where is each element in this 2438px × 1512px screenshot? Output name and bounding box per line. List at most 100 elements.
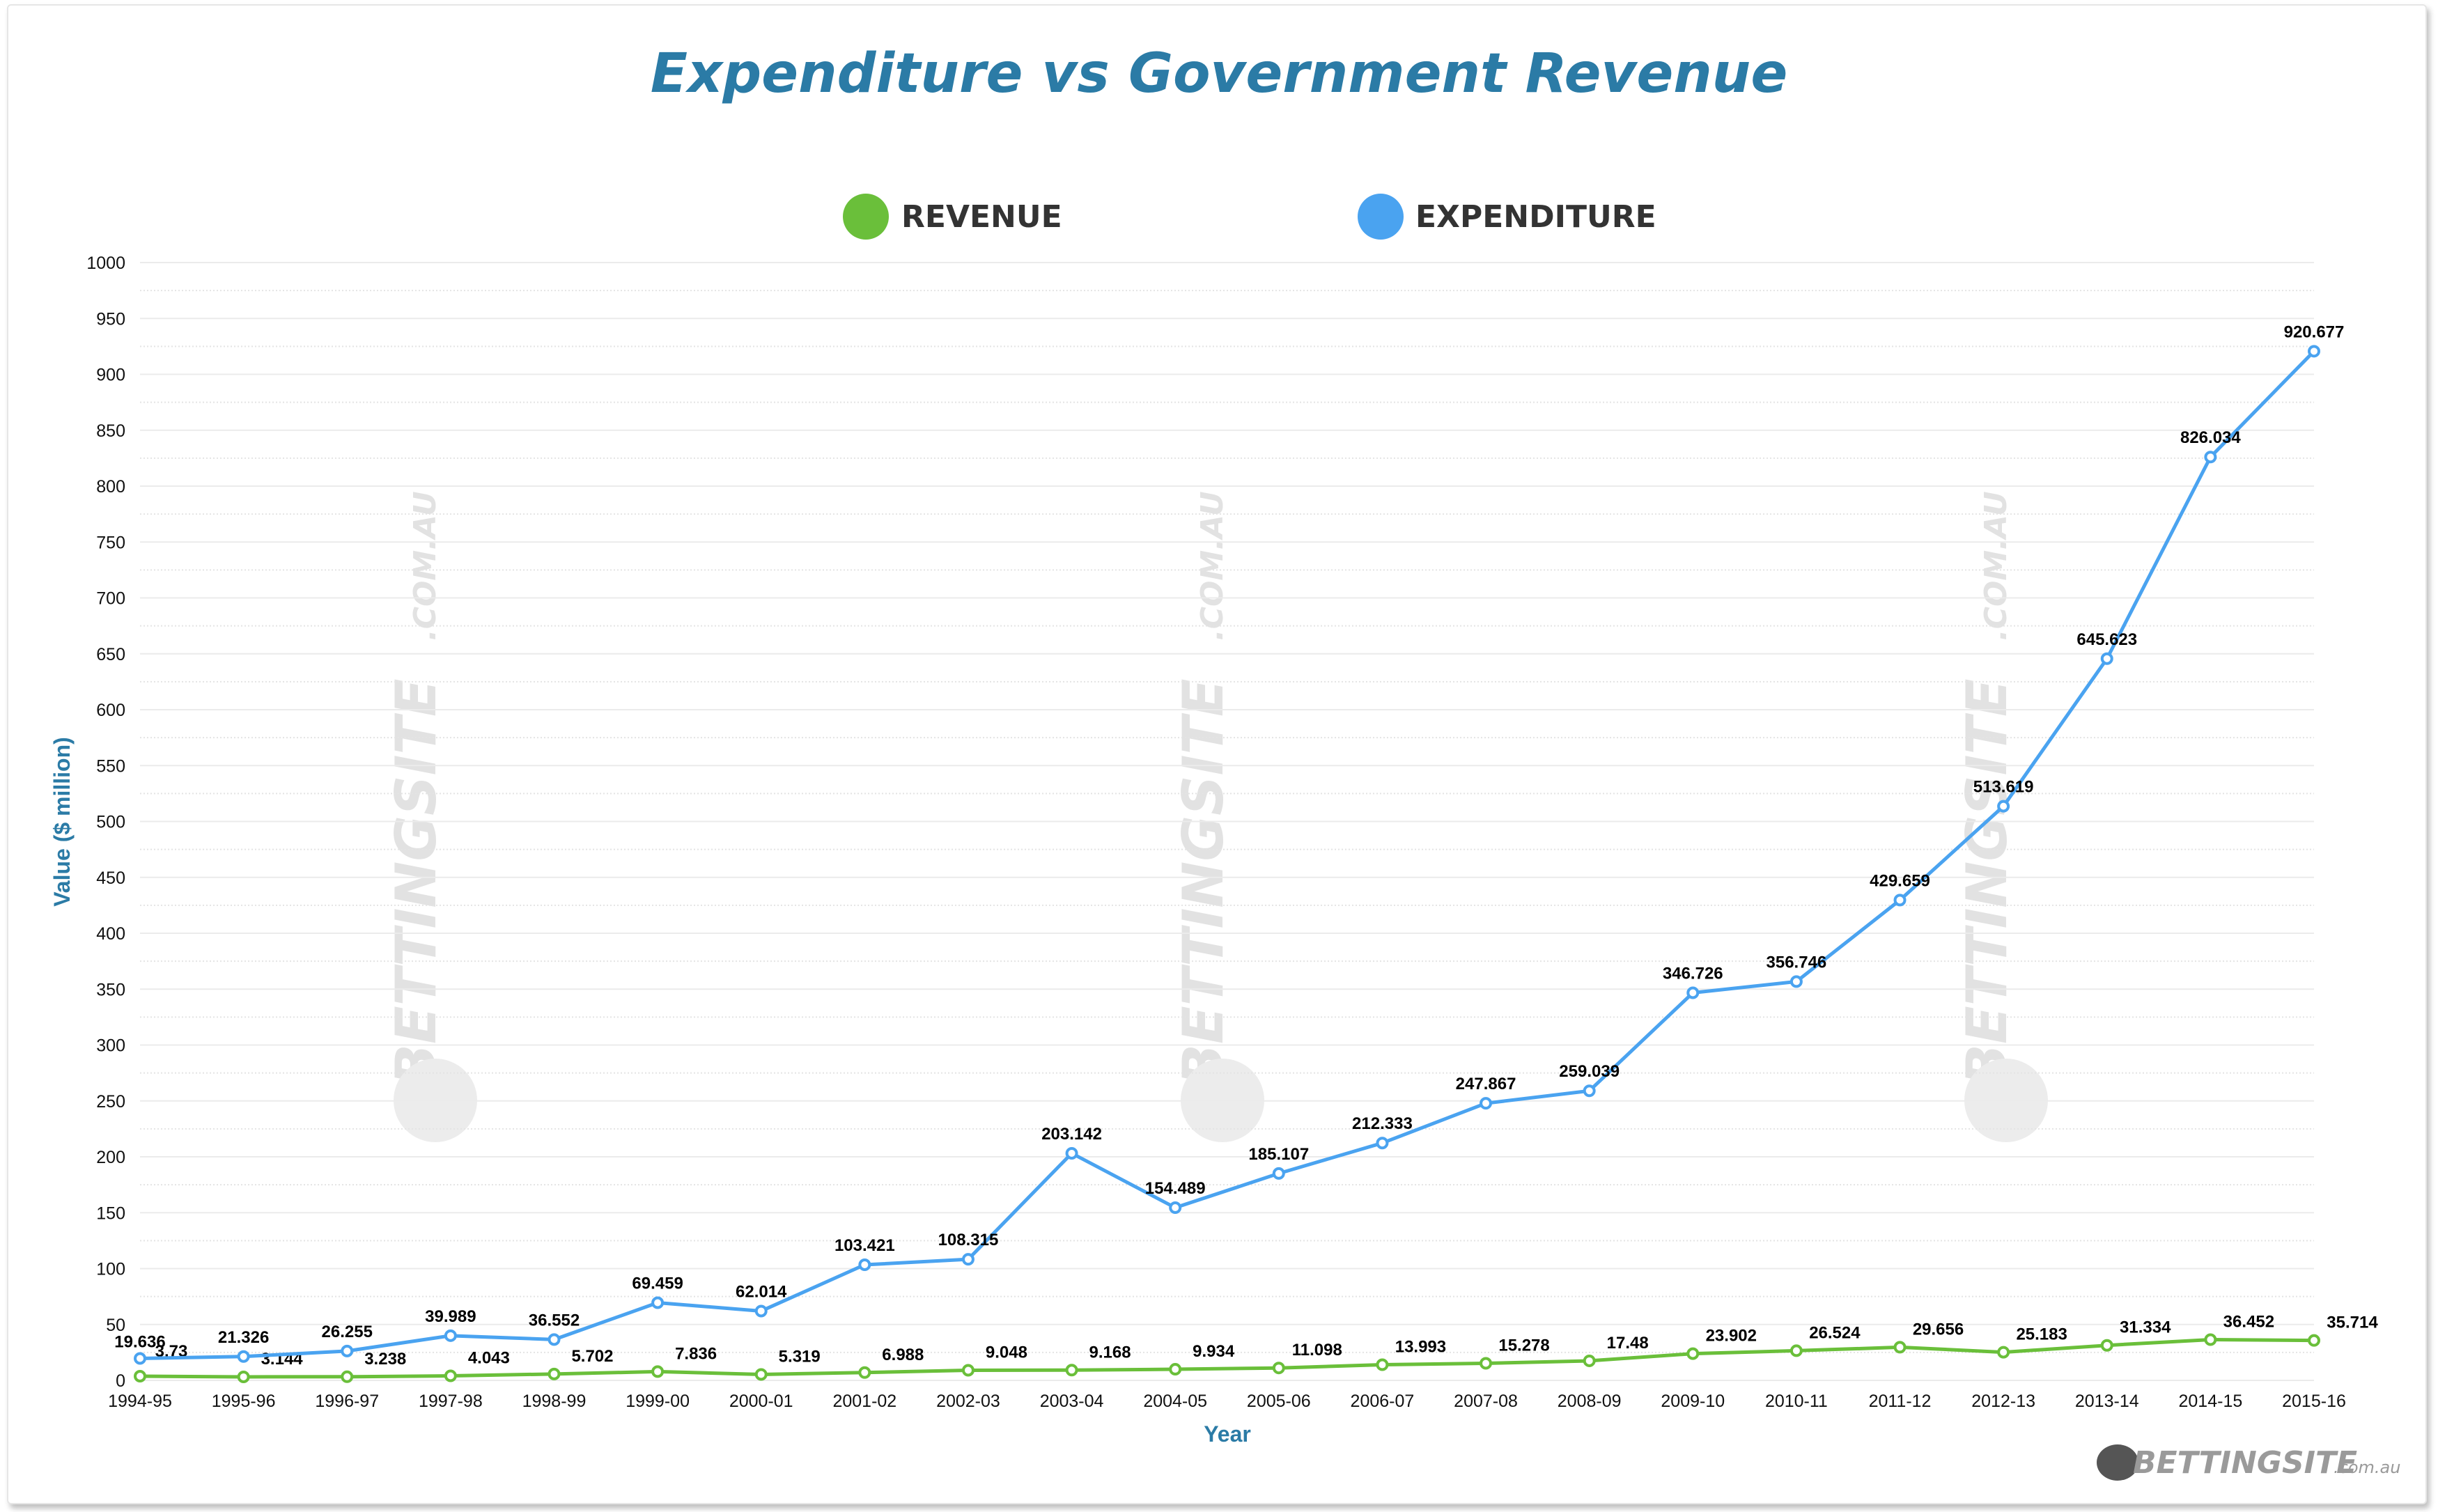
x-tick-label: 2009-10 xyxy=(1661,1392,1725,1411)
data-label-revenue: 5.702 xyxy=(571,1347,613,1366)
watermark-suffix: .COM.AU xyxy=(1978,491,2014,641)
x-tick-label: 1995-96 xyxy=(212,1392,276,1411)
x-tick-label: 2006-07 xyxy=(1351,1392,1415,1411)
x-tick-label: 2012-13 xyxy=(1971,1392,2035,1411)
data-label-expenditure: 826.034 xyxy=(2180,428,2241,447)
svg-text:.com.au: .com.au xyxy=(2334,1458,2400,1477)
y-tick-label: 750 xyxy=(96,533,125,552)
x-tick-label: 2007-08 xyxy=(1454,1392,1518,1411)
data-point-revenue xyxy=(1686,1347,1700,1360)
watermark: BETTINGSITE .COM.AU xyxy=(1955,491,2019,1086)
legend-item-revenue[interactable]: REVENUE xyxy=(843,194,1062,240)
x-tick-label: 2001-02 xyxy=(832,1392,896,1411)
watermark-suffix: .COM.AU xyxy=(1195,491,1230,641)
data-label-revenue: 13.993 xyxy=(1395,1338,1446,1357)
data-label-revenue: 11.098 xyxy=(1292,1341,1342,1359)
x-tick-label: 1996-97 xyxy=(315,1392,379,1411)
data-label-expenditure: 21.326 xyxy=(218,1328,269,1347)
data-point-revenue xyxy=(1169,1363,1182,1376)
data-label-expenditure: 645.623 xyxy=(2076,630,2137,649)
data-point-expenditure xyxy=(444,1329,457,1342)
data-point-revenue xyxy=(651,1365,665,1378)
x-axis-ticks: 1994-95 1995-96 1996-97 1997-98 1998-99 1999-… xyxy=(108,1392,2346,1411)
data-point-revenue xyxy=(341,1370,354,1383)
data-label-revenue: 36.452 xyxy=(2223,1312,2274,1331)
data-point-expenditure xyxy=(237,1350,250,1363)
legend: REVENUE EXPENDITURE xyxy=(843,194,1656,240)
bettingsite-logo: BETTINGSITE .com.au xyxy=(2097,1444,2400,1481)
x-tick-label: 2003-04 xyxy=(1040,1392,1104,1411)
data-label-revenue: 5.319 xyxy=(779,1347,821,1366)
data-point-expenditure xyxy=(1480,1097,1493,1110)
watermarks: BETTINGSITE.COM.AUBETTINGSITE.COM.AUBETT… xyxy=(384,491,2048,1142)
data-label-revenue: 6.988 xyxy=(882,1346,924,1364)
data-point-expenditure xyxy=(2204,451,2217,464)
x-tick-label: 1994-95 xyxy=(108,1392,172,1411)
x-tick-label: 2008-09 xyxy=(1558,1392,1622,1411)
y-tick-label: 50 xyxy=(106,1316,125,1335)
data-point-expenditure xyxy=(1893,894,1907,907)
data-point-revenue xyxy=(1893,1341,1907,1354)
y-tick-label: 100 xyxy=(96,1260,125,1279)
series-expenditure: 19.636 21.326 26.255 39.989 36.552 69.459 62.0… xyxy=(114,322,2344,1365)
data-point-expenditure xyxy=(651,1296,665,1309)
data-point-expenditure xyxy=(1686,986,1700,999)
data-point-expenditure xyxy=(134,1352,146,1365)
data-point-revenue xyxy=(2100,1339,2113,1352)
data-point-revenue xyxy=(754,1368,768,1381)
data-point-expenditure xyxy=(1376,1137,1389,1150)
watermark-suffix: .COM.AU xyxy=(407,491,443,641)
data-label-expenditure: 346.726 xyxy=(1663,965,1723,983)
x-tick-label: 2010-11 xyxy=(1765,1392,1828,1411)
y-tick-label: 800 xyxy=(96,477,125,497)
legend-item-expenditure[interactable]: EXPENDITURE xyxy=(1358,194,1656,240)
data-point-expenditure xyxy=(341,1344,354,1357)
y-tick-label: 150 xyxy=(96,1203,125,1223)
y-tick-label: 250 xyxy=(96,1092,125,1112)
data-label-expenditure: 259.039 xyxy=(1559,1062,1620,1081)
data-label-expenditure: 154.489 xyxy=(1145,1179,1206,1198)
data-point-expenditure xyxy=(2308,345,2320,358)
y-tick-label: 500 xyxy=(96,813,125,832)
data-point-revenue xyxy=(237,1370,250,1383)
data-label-expenditure: 185.107 xyxy=(1248,1145,1309,1164)
x-tick-label: 1997-98 xyxy=(419,1392,483,1411)
y-tick-label: 700 xyxy=(96,589,125,609)
data-point-expenditure xyxy=(1789,975,1803,988)
x-tick-label: 2015-16 xyxy=(2282,1392,2346,1411)
data-point-expenditure xyxy=(1065,1146,1078,1160)
data-point-expenditure xyxy=(754,1304,768,1318)
x-tick-label: 2002-03 xyxy=(936,1392,1000,1411)
chart-title: Expenditure vs Government Revenue xyxy=(651,42,1787,105)
x-axis-title: Year xyxy=(1204,1421,1251,1447)
y-tick-label: 200 xyxy=(96,1148,125,1167)
y-tick-label: 450 xyxy=(96,868,125,888)
legend-swatch-revenue xyxy=(843,194,889,240)
watermark-text: BETTINGSITE xyxy=(384,678,449,1086)
y-tick-label: 550 xyxy=(96,756,125,776)
data-label-expenditure: 36.552 xyxy=(529,1311,580,1330)
y-tick-label: 0 xyxy=(116,1371,125,1391)
data-point-expenditure xyxy=(1272,1167,1285,1180)
legend-label-revenue: REVENUE xyxy=(901,199,1062,235)
data-point-expenditure xyxy=(961,1253,975,1266)
y-axis-ticks: 0 50 100 150 200 250 300 350 400 450 500 550 600 650 7… xyxy=(86,254,125,1391)
x-tick-label: 2004-05 xyxy=(1143,1392,1207,1411)
data-label-revenue: 23.902 xyxy=(1706,1327,1757,1346)
data-point-revenue xyxy=(134,1370,146,1383)
data-point-revenue xyxy=(1583,1354,1596,1367)
data-label-revenue: 26.524 xyxy=(1809,1323,1861,1342)
x-tick-label: 2005-06 xyxy=(1247,1392,1311,1411)
y-tick-label: 1000 xyxy=(86,254,125,273)
data-point-revenue xyxy=(2204,1333,2217,1346)
series-line-revenue xyxy=(139,1337,2315,1379)
data-label-expenditure: 103.421 xyxy=(834,1236,895,1255)
data-label-revenue: 9.168 xyxy=(1089,1343,1131,1362)
data-label-expenditure: 356.746 xyxy=(1767,953,1827,972)
data-point-expenditure xyxy=(1583,1084,1596,1098)
data-label-expenditure: 203.142 xyxy=(1041,1125,1102,1144)
data-point-revenue xyxy=(1272,1362,1285,1375)
watermark-text: BETTINGSITE xyxy=(1171,678,1236,1086)
data-label-revenue: 7.836 xyxy=(675,1344,717,1363)
